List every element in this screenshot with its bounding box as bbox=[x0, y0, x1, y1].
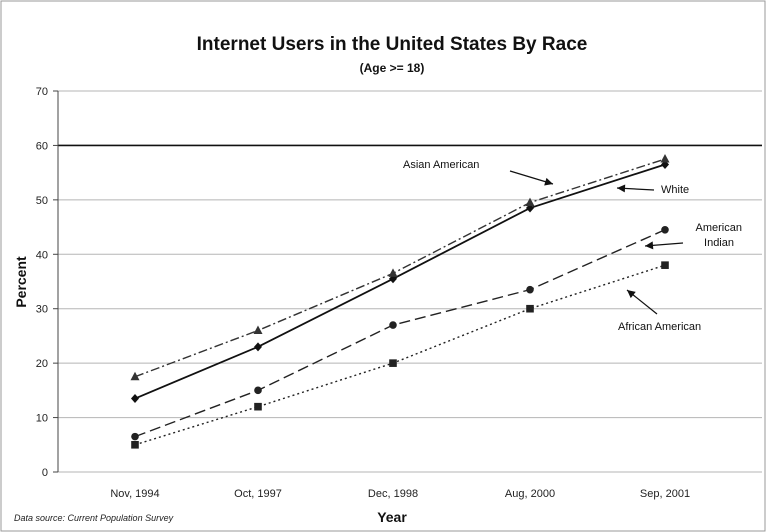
data-point bbox=[661, 261, 669, 269]
y-tick-label: 10 bbox=[36, 413, 48, 425]
y-tick-label: 30 bbox=[36, 304, 48, 316]
data-point bbox=[254, 386, 262, 395]
annotation-layer: Asian American White American Indian African… bbox=[403, 159, 742, 333]
data-point bbox=[389, 359, 397, 367]
arrowhead-icon bbox=[645, 241, 654, 250]
data-point bbox=[525, 197, 535, 207]
x-tick-label: Dec, 1998 bbox=[368, 488, 418, 500]
data-point bbox=[131, 394, 139, 404]
y-tick-label: 60 bbox=[36, 140, 48, 152]
y-axis-title: Percent bbox=[13, 256, 29, 308]
y-tick-label: 0 bbox=[42, 467, 48, 479]
arrowhead-icon bbox=[617, 184, 626, 193]
y-axis-ticks: 0 10 20 30 40 50 60 70 bbox=[36, 86, 59, 479]
arrowhead-icon bbox=[544, 177, 553, 186]
data-point bbox=[526, 285, 534, 294]
y-tick-label: 40 bbox=[36, 249, 48, 261]
data-point bbox=[130, 371, 140, 381]
x-tick-label: Sep, 2001 bbox=[640, 488, 690, 500]
annotation-label: Indian bbox=[704, 237, 734, 249]
annotation-label: American bbox=[696, 222, 742, 234]
series-american-indian bbox=[131, 225, 669, 441]
chart-subtitle: (Age >= 18) bbox=[360, 61, 425, 75]
data-point bbox=[389, 321, 397, 329]
series-asian-american bbox=[130, 154, 670, 381]
annotation-label: White bbox=[661, 184, 689, 196]
data-point bbox=[253, 325, 263, 334]
series-african-american bbox=[131, 261, 669, 449]
x-tick-label: Oct, 1997 bbox=[234, 488, 282, 500]
chart-title: Internet Users in the United States By R… bbox=[197, 34, 588, 55]
x-tick-label: Aug, 2000 bbox=[505, 488, 555, 500]
y-tick-label: 50 bbox=[36, 195, 48, 207]
annotation-label: African American bbox=[618, 321, 701, 333]
arrowhead-icon bbox=[627, 290, 636, 299]
y-tick-label: 70 bbox=[36, 86, 48, 98]
data-point bbox=[254, 342, 262, 352]
data-point bbox=[131, 432, 139, 441]
source-note: Data source: Current Population Survey bbox=[14, 513, 174, 523]
data-point bbox=[131, 440, 139, 449]
gridlines bbox=[58, 90, 762, 473]
x-axis-title: Year bbox=[377, 509, 407, 525]
x-axis-ticks: Nov, 1994 Oct, 1997 Dec, 1998 Aug, 2000 Sep,… bbox=[110, 488, 690, 500]
data-point bbox=[661, 225, 669, 234]
y-tick-label: 20 bbox=[36, 358, 48, 370]
data-point bbox=[526, 304, 534, 313]
data-point bbox=[254, 402, 262, 411]
data-point bbox=[660, 154, 670, 163]
x-tick-label: Nov, 1994 bbox=[110, 488, 159, 500]
data-point bbox=[388, 268, 398, 277]
series-layer bbox=[130, 154, 670, 449]
annotation-label: Asian American bbox=[403, 159, 479, 171]
